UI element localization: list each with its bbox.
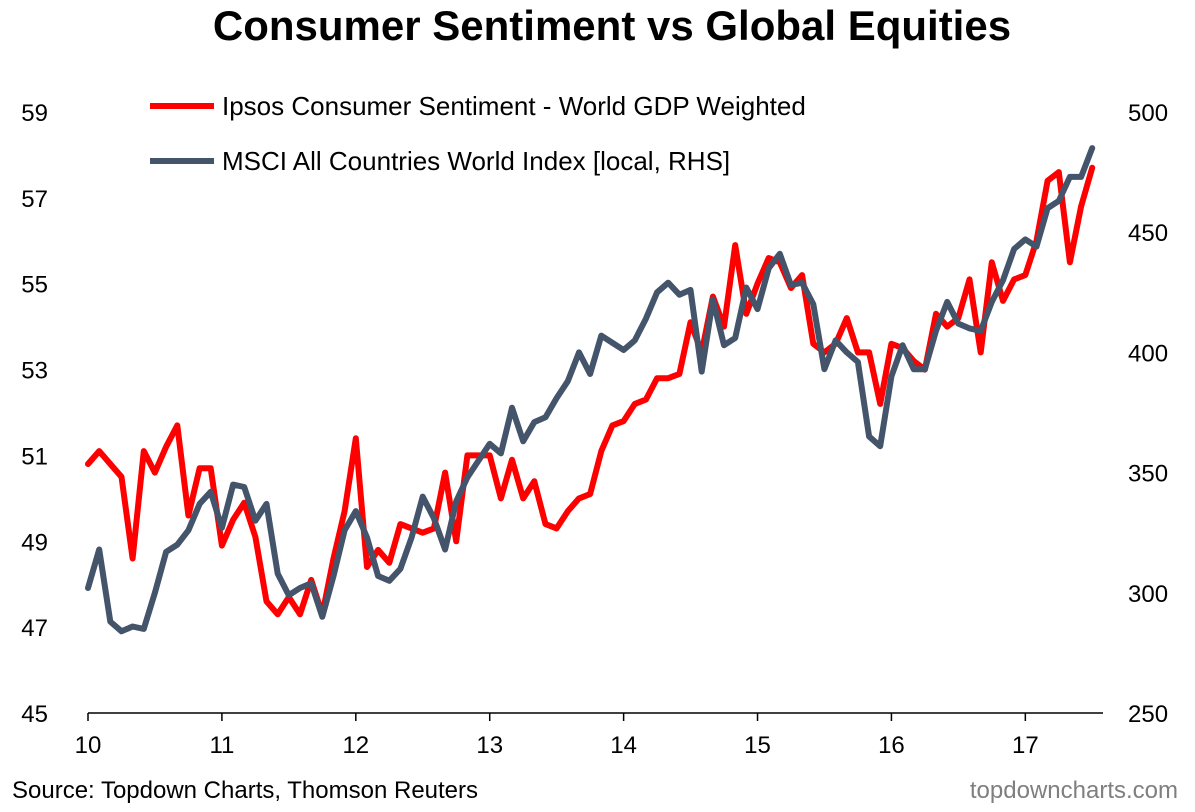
- x-axis-ticks: 10 11 12 13 14 15 16 17: [75, 713, 1039, 759]
- right-tick-label: 450: [1128, 220, 1168, 247]
- series-line-sentiment: [85, 164, 1096, 618]
- x-tick-label: 10: [75, 732, 102, 759]
- left-tick-label: 57: [21, 186, 48, 213]
- x-tick-label: 11: [209, 732, 234, 759]
- right-axis-ticks: 250 300 350 400 450 500: [1128, 100, 1168, 728]
- chart-title: Consumer Sentiment vs Global Equities: [213, 2, 1011, 49]
- right-tick-label: 300: [1128, 581, 1168, 608]
- left-tick-label: 45: [21, 701, 48, 728]
- left-tick-label: 53: [21, 358, 48, 385]
- right-tick-label: 350: [1128, 461, 1168, 488]
- x-tick-label: 16: [878, 732, 905, 759]
- left-axis-ticks: 45 47 49 51 53 55 57 59: [21, 100, 48, 728]
- x-tick-label: 15: [744, 732, 771, 759]
- left-tick-label: 47: [21, 615, 48, 642]
- legend-label-msci: MSCI All Countries World Index [local, R…: [222, 146, 730, 176]
- left-tick-label: 55: [21, 272, 48, 299]
- x-tick-label: 17: [1012, 732, 1039, 759]
- series-line-msci: [85, 145, 1096, 635]
- right-tick-label: 400: [1128, 340, 1168, 367]
- right-tick-label: 500: [1128, 100, 1168, 127]
- left-tick-label: 51: [21, 443, 48, 470]
- legend: Ipsos Consumer Sentiment - World GDP Wei…: [150, 91, 806, 176]
- x-tick-label: 12: [342, 732, 369, 759]
- legend-label-sentiment: Ipsos Consumer Sentiment - World GDP Wei…: [222, 91, 806, 121]
- right-tick-label: 250: [1128, 701, 1168, 728]
- plot-area: 10 11 12 13 14 15 16 17 45 47 49 51 53 55 57 59 250 300…: [21, 100, 1168, 759]
- left-tick-label: 49: [21, 529, 48, 556]
- left-tick-label: 59: [21, 100, 48, 127]
- watermark: topdowncharts.com: [970, 777, 1178, 804]
- x-tick-label: 14: [610, 732, 637, 759]
- source-note: Source: Topdown Charts, Thomson Reuters: [12, 777, 478, 804]
- x-tick-label: 13: [476, 732, 503, 759]
- series-lines: [85, 145, 1096, 635]
